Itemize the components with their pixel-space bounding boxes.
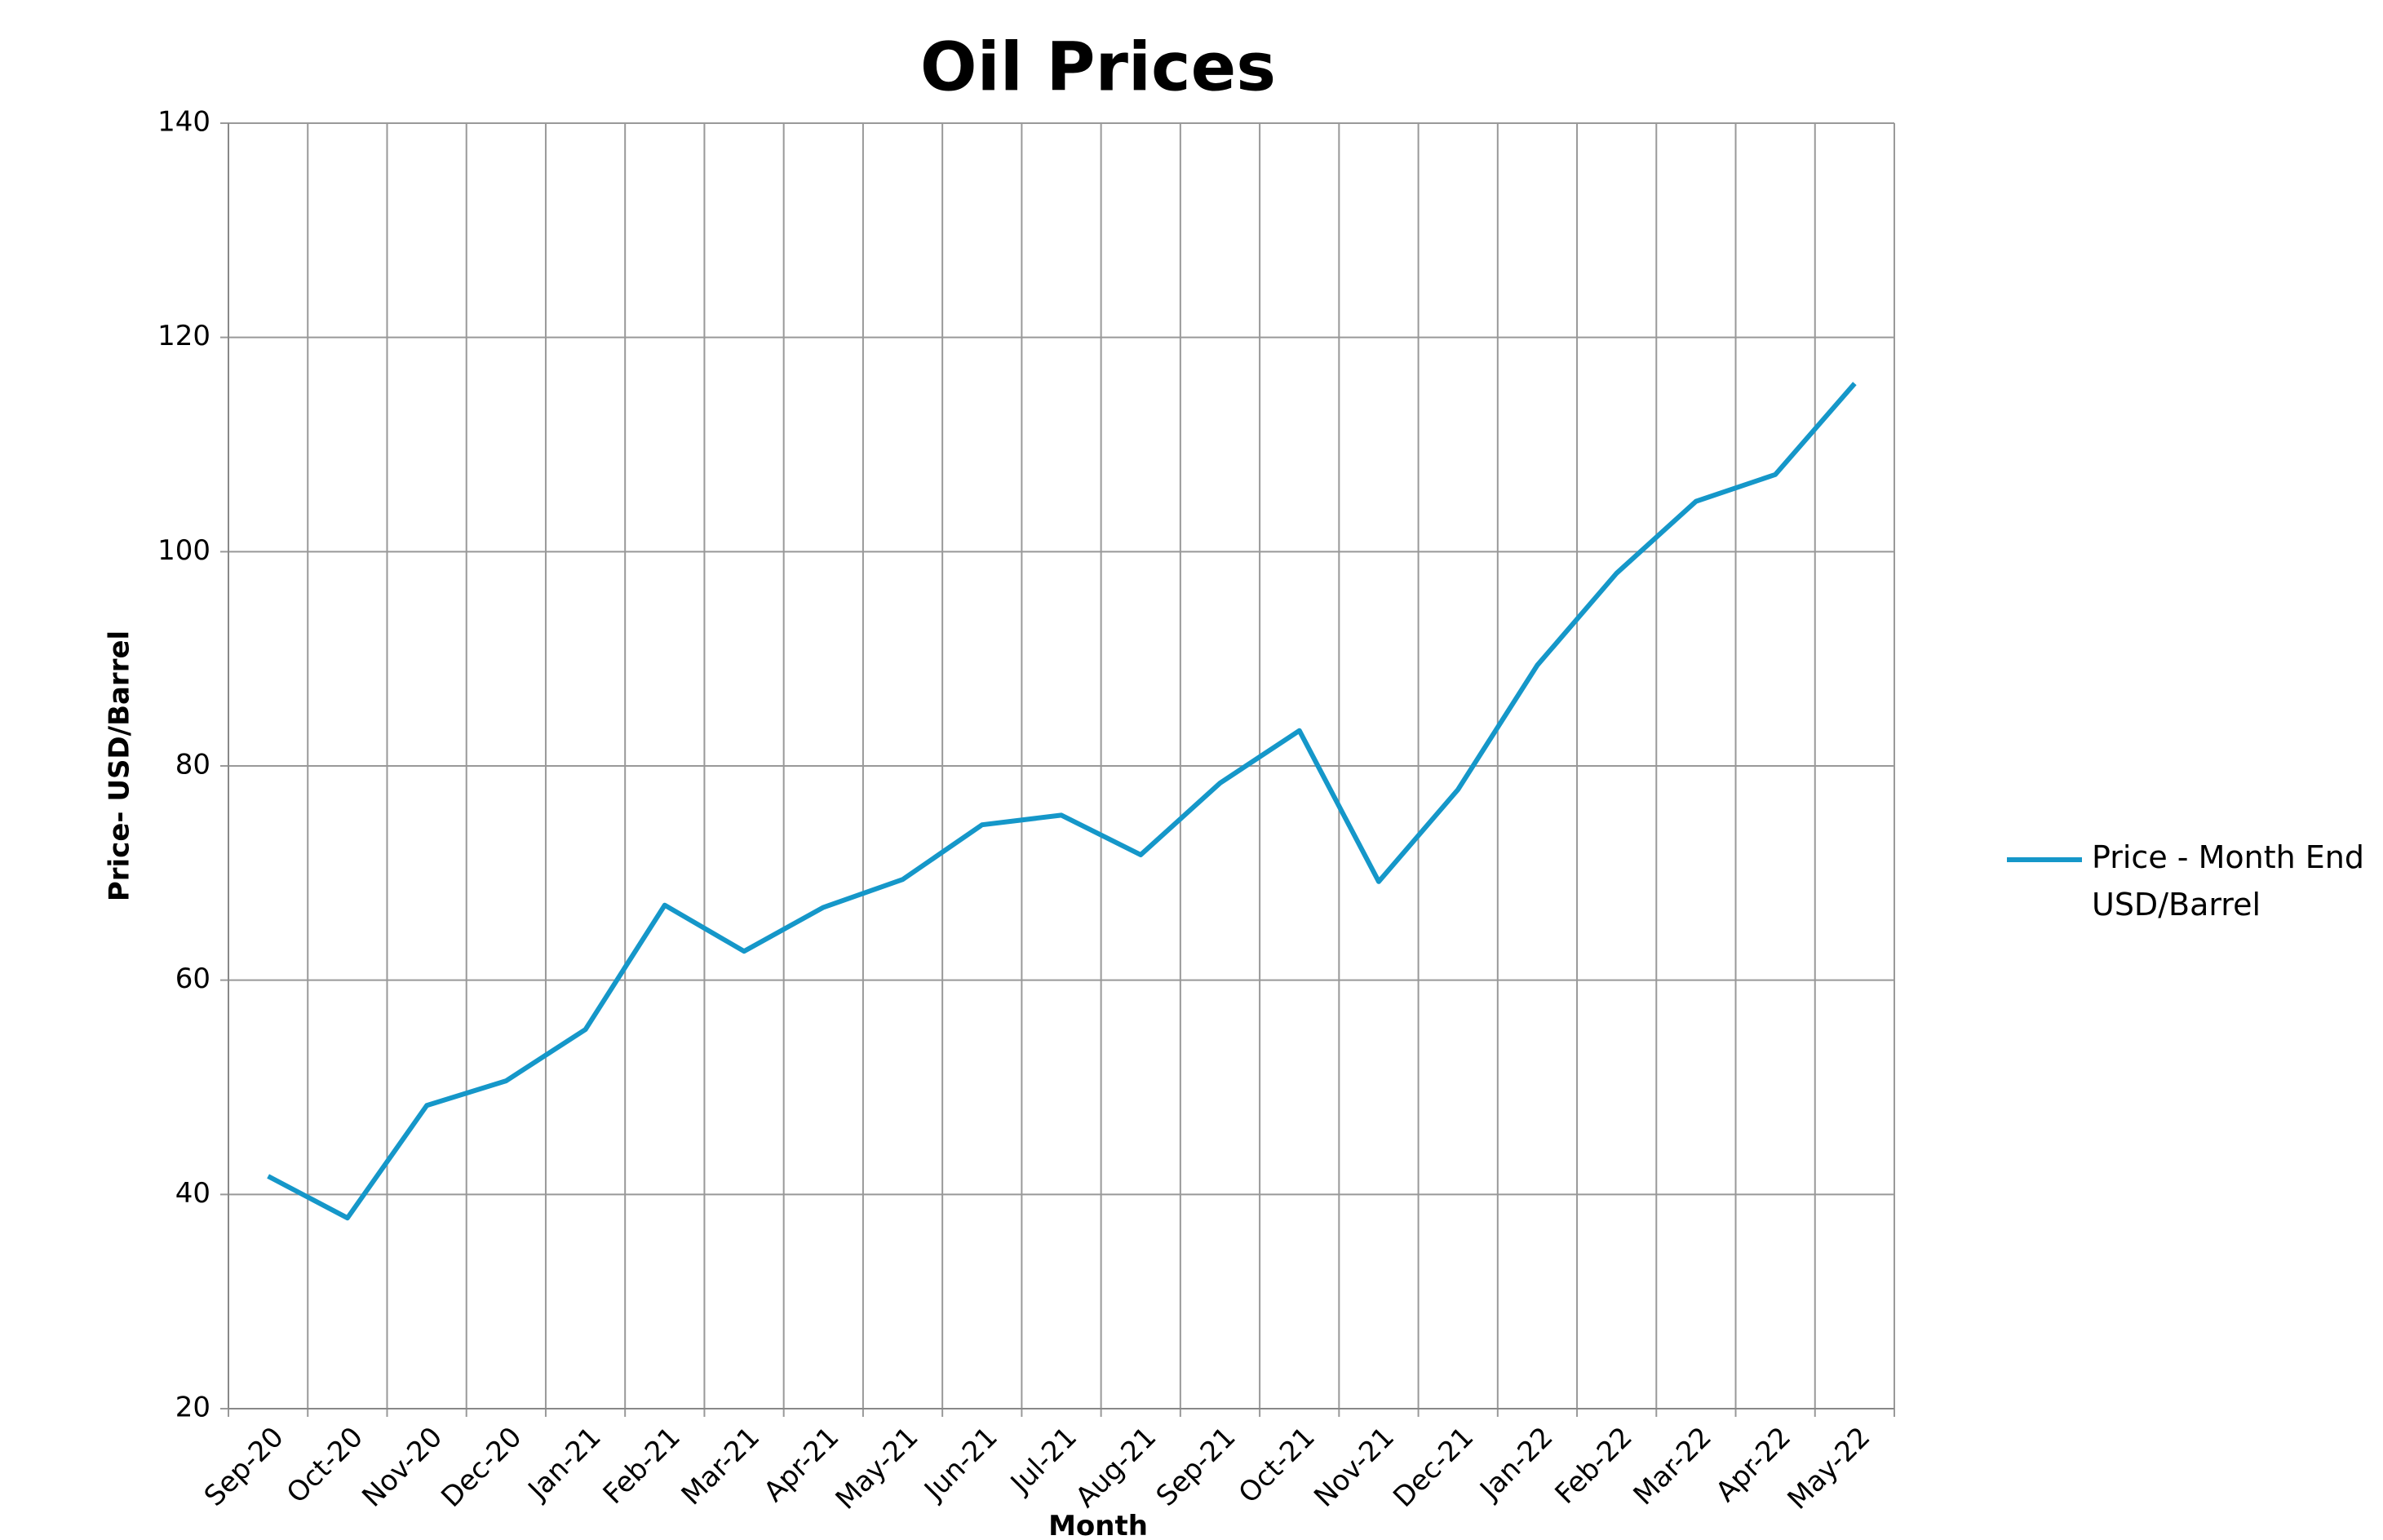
x-tick-label: Nov-20 xyxy=(356,1421,449,1514)
x-tick-label: Jan-21 xyxy=(521,1421,608,1507)
y-tick-label: 80 xyxy=(175,749,210,781)
x-tick-label: Mar-22 xyxy=(1628,1421,1718,1511)
data-line xyxy=(267,382,1857,1221)
x-tick-label: Jan-22 xyxy=(1473,1421,1559,1507)
x-axis-title: Month xyxy=(1048,1510,1148,1540)
x-tick-label: Oct-21 xyxy=(1233,1421,1322,1510)
legend-label: Price - Month End USD/Barrel xyxy=(2092,839,2364,923)
y-tick-label: 20 xyxy=(175,1392,210,1424)
x-tick-label: Aug-21 xyxy=(1070,1421,1163,1514)
y-axis-title: Price- USD/Barrel xyxy=(104,631,136,901)
legend: Price - Month End USD/Barrel xyxy=(2007,834,2383,928)
x-tick-label: Jun-21 xyxy=(917,1421,1004,1508)
x-tick-label: Mar-21 xyxy=(675,1421,766,1511)
y-tick-label: 120 xyxy=(157,320,210,352)
legend-swatch xyxy=(2007,857,2082,862)
y-tick-label: 100 xyxy=(157,534,210,567)
x-tick-label: Dec-21 xyxy=(1387,1421,1480,1514)
x-tick-label: Sep-20 xyxy=(198,1421,290,1513)
x-tick-label: Sep-21 xyxy=(1150,1421,1242,1513)
x-tick-label: May-22 xyxy=(1782,1421,1877,1516)
y-tick-label: 40 xyxy=(175,1177,210,1210)
x-tick-label: Nov-21 xyxy=(1308,1421,1401,1514)
x-tick-label: Oct-20 xyxy=(281,1421,370,1510)
x-tick-label: May-21 xyxy=(830,1421,925,1516)
x-tick-label: Dec-20 xyxy=(435,1421,528,1514)
y-tick-label: 60 xyxy=(175,962,210,995)
x-tick-label: Feb-22 xyxy=(1549,1421,1639,1511)
chart-title: Oil Prices xyxy=(920,29,1276,106)
y-tick-label: 140 xyxy=(157,106,210,139)
x-tick-label: Feb-21 xyxy=(597,1421,687,1511)
